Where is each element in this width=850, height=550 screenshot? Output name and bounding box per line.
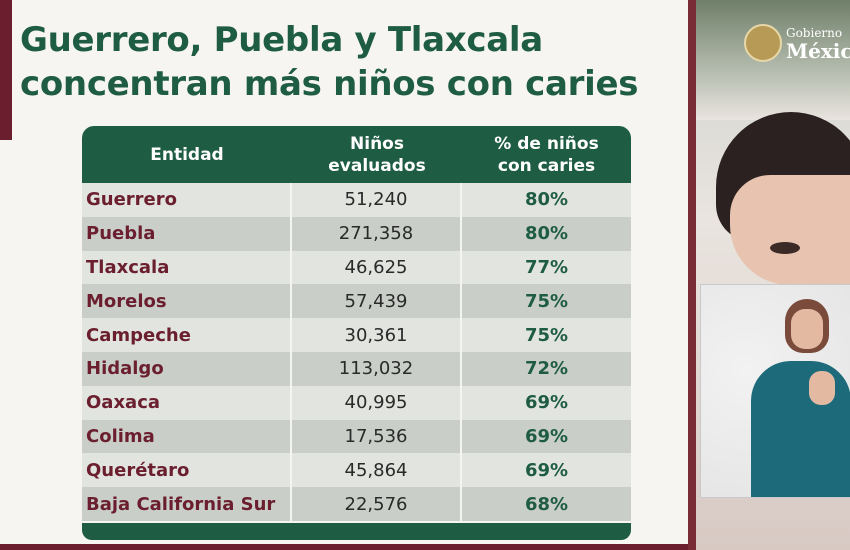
cell-ninos: 22,576 (292, 487, 462, 521)
cell-entidad: Oaxaca (82, 385, 292, 420)
cell-entidad: Morelos (82, 284, 292, 319)
cell-ninos: 30,361 (292, 318, 462, 352)
cell-pct: 80% (524, 223, 569, 245)
child-photo-eye (770, 242, 800, 254)
table-row: Oaxaca 40,995 69% (82, 385, 631, 420)
data-table: Entidad Niños evaluados % de niños con c… (82, 126, 631, 540)
header-ninos-label: Niños evaluados (328, 133, 426, 176)
government-logo: Gobierno México (786, 24, 850, 63)
header-entidad: Entidad (150, 144, 224, 165)
logo-line-1: Gobierno (786, 26, 843, 40)
cell-entidad: Puebla (82, 216, 292, 251)
table-row: Querétaro 45,864 69% (82, 453, 631, 488)
table-footer-bar (82, 523, 631, 540)
table-row: Baja California Sur 22,576 68% (82, 487, 631, 521)
interpreter-hand (809, 371, 835, 405)
cell-ninos: 40,995 (292, 385, 462, 420)
cell-entidad: Colima (82, 419, 292, 454)
table-header: Entidad Niños evaluados % de niños con c… (82, 126, 631, 183)
cell-entidad: Campeche (82, 318, 292, 352)
cell-ninos: 17,536 (292, 419, 462, 454)
cell-pct: 80% (524, 189, 569, 211)
logo-line-2: México (786, 39, 850, 63)
header-ninos-evaluados: Niños evaluados (292, 126, 462, 183)
cell-entidad: Hidalgo (82, 351, 292, 386)
cell-pct: 69% (524, 392, 569, 414)
slide: Guerrero, Puebla y Tlaxcala concentran m… (0, 0, 688, 550)
cell-ninos: 51,240 (292, 183, 462, 217)
cell-ninos: 271,358 (292, 216, 462, 251)
cell-entidad: Querétaro (82, 453, 292, 488)
table-body: Guerrero 51,240 80% Puebla 271,358 80% T… (82, 183, 631, 521)
table-row: Campeche 30,361 75% (82, 318, 631, 352)
slide-title: Guerrero, Puebla y Tlaxcala concentran m… (20, 18, 660, 106)
cell-entidad: Tlaxcala (82, 250, 292, 285)
table-row: Colima 17,536 69% (82, 419, 631, 454)
coat-of-arms-icon (744, 24, 782, 62)
cell-pct: 72% (524, 358, 569, 380)
cell-ninos: 45,864 (292, 453, 462, 488)
background-foliage (696, 0, 850, 120)
cell-pct: 77% (524, 256, 569, 278)
bottom-accent-strip (0, 544, 688, 550)
table-row: Hidalgo 113,032 72% (82, 351, 631, 386)
table-row: Puebla 271,358 80% (82, 216, 631, 251)
sign-language-interpreter-inset (700, 284, 850, 498)
cell-ninos: 57,439 (292, 284, 462, 319)
accent-bar (0, 0, 12, 140)
cell-pct: 75% (524, 324, 569, 346)
cell-pct: 69% (524, 425, 569, 447)
cell-pct: 68% (524, 493, 569, 515)
table-row: Guerrero 51,240 80% (82, 183, 631, 217)
title-line-1: Guerrero, Puebla y Tlaxcala (20, 20, 543, 60)
interpreter-body (751, 361, 850, 497)
child-photo-face (730, 175, 850, 285)
title-line-2: concentran más niños con caries (20, 64, 639, 104)
cell-pct: 75% (524, 290, 569, 312)
table-row: Morelos 57,439 75% (82, 284, 631, 319)
cell-ninos: 46,625 (292, 250, 462, 285)
cell-entidad: Guerrero (82, 183, 292, 217)
video-frame-border (688, 0, 696, 550)
cell-entidad: Baja California Sur (82, 487, 292, 521)
cell-pct: 69% (524, 459, 569, 481)
cell-ninos: 113,032 (292, 351, 462, 386)
interpreter-face (791, 309, 823, 349)
header-porcentaje: % de niños con caries (462, 126, 631, 183)
header-pct-label: % de niños con caries (494, 133, 599, 176)
table-row: Tlaxcala 46,625 77% (82, 250, 631, 285)
